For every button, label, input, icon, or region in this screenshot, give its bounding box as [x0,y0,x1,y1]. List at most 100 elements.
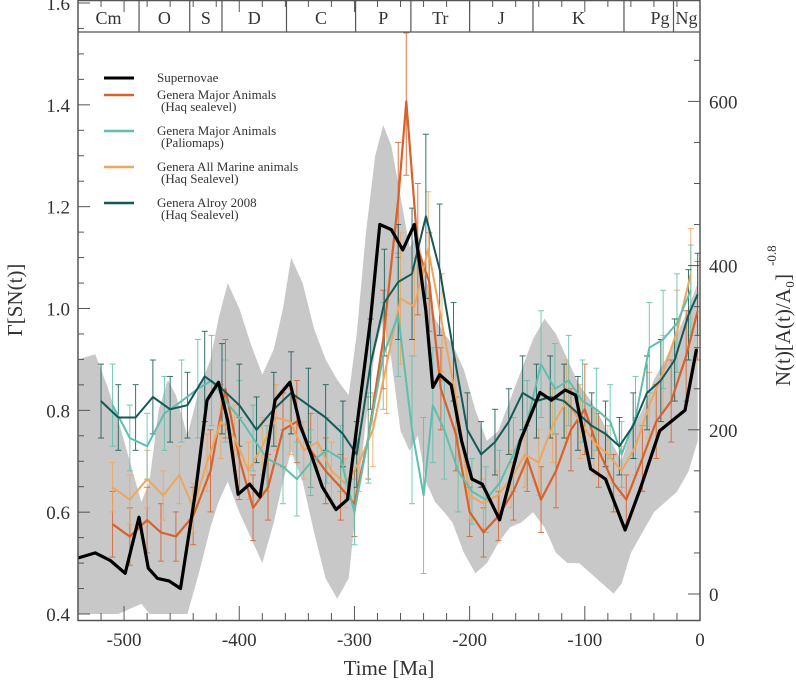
data-point [342,433,344,435]
data-point [440,388,442,390]
data-point [147,567,149,569]
x-tick-label: 0 [695,630,705,651]
y-axis-left-title: Γ[SN(t)] [3,264,27,337]
data-point [397,281,399,283]
data-point [526,457,528,460]
data-point [471,490,473,492]
period-label: O [158,8,171,28]
data-point [411,273,413,275]
series-line-genera-all-marine-animals-haq-sealevel [112,248,692,509]
data-point [359,399,361,401]
y-left-tick-label: 1.2 [46,198,70,219]
data-point [455,396,457,398]
data-point [690,289,692,291]
data-point [413,306,415,308]
y-left-tick-label: 0.4 [46,605,70,626]
data-point [367,437,369,439]
legend-label: Genera Major Animals [157,87,276,102]
data-point [399,297,402,299]
data-point [455,433,457,435]
data-point [685,355,687,357]
x-tick-label: -400 [222,630,257,651]
y-axis-right-title: N(t)[A(t)/A₀] -0.8 [764,245,795,386]
data-point [372,429,374,431]
data-point [670,400,672,402]
data-point [568,379,570,382]
data-point [275,416,277,419]
data-point [224,388,226,390]
data-point [482,531,485,534]
data-point [255,429,258,431]
data-point [471,478,473,480]
data-point [590,468,592,470]
y-right-tick-label: 400 [709,257,738,278]
data-point [690,273,692,275]
data-point [522,392,524,394]
y-left-tick-label: 1.0 [46,300,70,321]
data-point [289,421,291,423]
data-point [496,494,498,497]
data-point [439,374,441,376]
y-right-tick-label: 0 [709,585,719,606]
data-point [220,421,222,423]
data-point [390,229,392,231]
data-point [450,384,452,386]
data-point [499,519,501,521]
data-point [618,445,621,447]
data-point [299,425,301,427]
data-point [370,363,372,365]
data-point [353,503,355,505]
data-point [346,498,349,500]
data-point [584,408,586,410]
data-point [676,322,678,324]
data-point [379,223,381,226]
period-label: P [378,8,388,28]
data-point [540,499,542,501]
data-point [146,478,148,480]
data-point [427,248,429,250]
data-point [452,351,455,353]
data-point [178,474,180,476]
data-point [234,437,236,439]
data-point [508,421,510,423]
data-point [289,381,291,383]
legend-label: Genera All Marine animals [157,159,298,174]
y-left-tick-label: 0.8 [46,401,70,422]
y-axis-right-title-main: N(t)[A(t)/A₀] [771,274,795,386]
data-point [512,453,515,455]
data-point [282,466,284,468]
period-label: Pg [650,8,669,28]
data-point [252,437,254,439]
data-point [160,531,162,534]
data-point [152,396,154,398]
data-point [330,470,332,472]
data-point [555,470,557,472]
data-point [697,310,699,312]
data-point [662,371,664,373]
data-point [237,493,239,495]
data-point [641,457,644,460]
axes: -500 -400 -300 -200 -100 0 0.4 0.6 0.8 1.0 1.2 1.4 1… [46,0,737,651]
legend-label: Supernovae [157,70,219,85]
data-point [481,483,483,485]
data-point [411,429,413,431]
data-point [439,269,441,271]
data-point [224,400,226,402]
data-point [282,429,284,431]
data-point [138,516,140,518]
x-tick-label: -500 [107,630,142,651]
data-point [335,509,337,511]
data-point [307,404,309,406]
y-right-tick-label: 600 [709,92,738,113]
data-point [648,347,650,349]
period-label: Cm [96,8,122,28]
data-point [461,440,463,442]
data-point [570,429,572,431]
data-point [662,338,664,341]
data-point [311,455,313,457]
uncertainty-band-layer [78,125,698,614]
data-point [238,416,240,419]
data-point [591,425,593,427]
